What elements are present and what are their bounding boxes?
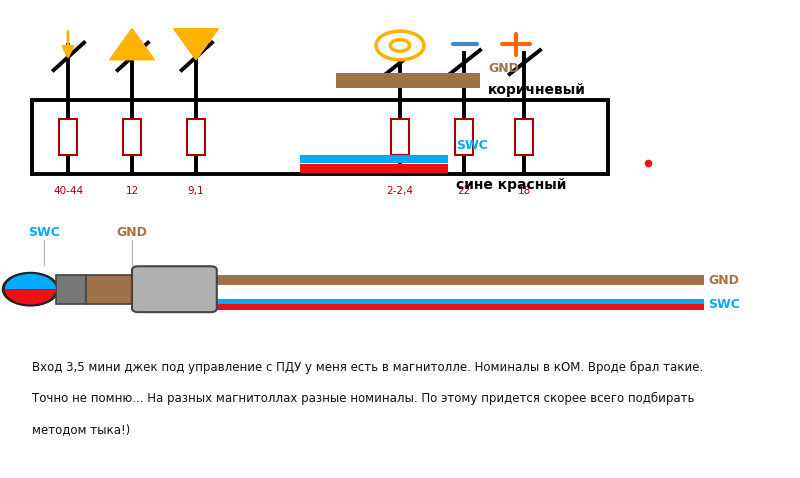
Bar [336, 73, 480, 88]
Bar [300, 155, 448, 163]
Text: 9,1: 9,1 [188, 186, 204, 196]
Text: SWC: SWC [456, 140, 488, 152]
Text: GND: GND [488, 62, 519, 76]
Text: 2-2,4: 2-2,4 [386, 186, 414, 196]
Text: GND: GND [117, 226, 147, 239]
Polygon shape [110, 29, 154, 60]
Bar [210, 275, 704, 285]
Text: сине красный: сине красный [456, 178, 566, 192]
Bar [455, 120, 473, 155]
Bar [210, 304, 704, 310]
Text: Точно не помню... На разных магнитоллах разные номиналы. По этому придется скоре: Точно не помню... На разных магнитоллах … [32, 392, 694, 405]
Bar [56, 275, 86, 304]
Wedge shape [5, 274, 56, 289]
Polygon shape [174, 29, 218, 60]
Text: SWC: SWC [28, 226, 60, 239]
Bar [515, 120, 533, 155]
Bar [187, 120, 205, 155]
Text: GND: GND [708, 273, 739, 287]
Text: 12: 12 [126, 186, 138, 196]
Bar [210, 299, 704, 304]
Wedge shape [5, 289, 56, 304]
Circle shape [376, 31, 424, 60]
Text: методом тыка!): методом тыка!) [32, 423, 130, 436]
Bar [59, 120, 77, 155]
Bar [123, 120, 141, 155]
Bar [391, 120, 409, 155]
FancyBboxPatch shape [132, 266, 217, 312]
Text: 40-44: 40-44 [53, 186, 83, 196]
Circle shape [2, 272, 58, 306]
Text: 22: 22 [458, 186, 470, 196]
Text: 18: 18 [518, 186, 530, 196]
Bar [300, 164, 448, 173]
Text: коричневый: коричневый [488, 83, 586, 98]
Text: Вход 3,5 мини джек под управление с ПДУ у меня есть в магнитолле. Номиналы в кОМ: Вход 3,5 мини джек под управление с ПДУ … [32, 361, 703, 374]
Circle shape [390, 40, 410, 51]
Bar [86, 275, 138, 304]
Text: SWC: SWC [708, 298, 740, 311]
